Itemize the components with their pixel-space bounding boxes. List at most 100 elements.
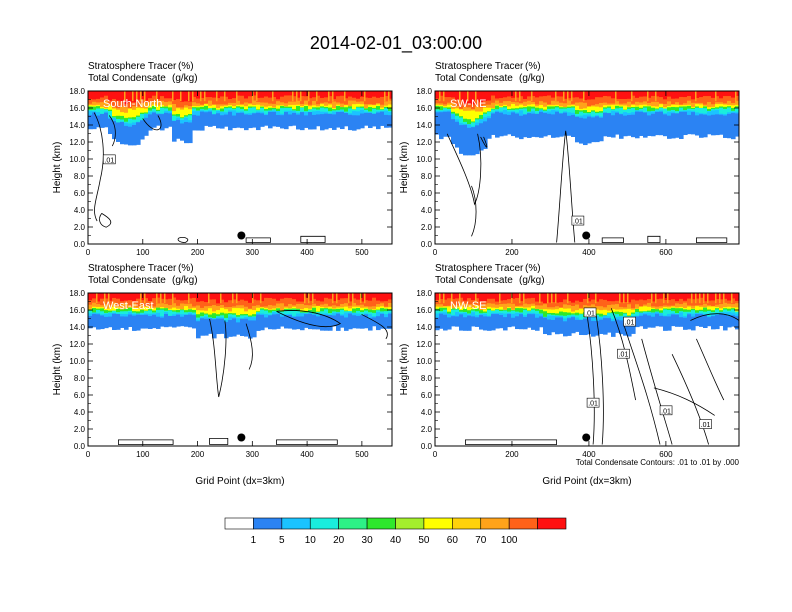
x-tick-label: 600	[659, 248, 673, 257]
tracer-cell	[292, 104, 297, 110]
tracer-cell	[204, 293, 209, 303]
tracer-cell	[296, 310, 301, 314]
tracer-cell	[296, 300, 301, 304]
tracer-cell	[168, 309, 173, 316]
tracer-cell	[599, 117, 604, 142]
tracer-cell	[320, 313, 325, 315]
tracer-cell	[495, 300, 500, 305]
tracer-cell	[623, 115, 628, 137]
tracer-cell	[735, 95, 739, 101]
tracer-cell	[703, 107, 708, 114]
tracer-cell	[388, 311, 392, 314]
tracer-cell	[571, 315, 576, 318]
tracer-cell	[615, 300, 620, 305]
tracer-cell	[451, 96, 456, 103]
tracer-cell	[140, 303, 145, 309]
tracer-cell	[144, 113, 149, 118]
tracer-cell	[344, 110, 349, 113]
tracer-cell	[591, 115, 596, 118]
y-tick-label: 0.0	[421, 240, 433, 249]
tracer-cell	[288, 91, 293, 96]
tracer-cell	[120, 300, 125, 305]
tracer-cell	[455, 91, 460, 100]
tracer-cell	[120, 118, 125, 122]
tracer-cell	[735, 310, 739, 314]
tracer-cell	[152, 111, 157, 128]
tracer-cell	[547, 94, 552, 105]
tracer-cell	[132, 105, 137, 110]
panel-label: NW-SE	[450, 300, 486, 312]
tracer-streak	[384, 91, 386, 102]
tracer-cell	[591, 298, 596, 305]
tracer-cell	[384, 310, 389, 315]
tracer-cell	[711, 109, 716, 115]
tracer-cell	[240, 106, 245, 110]
y-tick-label: 18.0	[416, 87, 432, 96]
tracer-cell	[735, 106, 739, 112]
tracer-cell	[599, 298, 604, 307]
tracer-cell	[216, 305, 221, 311]
tracer-cell	[236, 304, 241, 309]
tracer-cell	[539, 91, 544, 97]
tracer-streak	[691, 293, 693, 304]
tracer-cell	[200, 91, 205, 98]
tracer-cell	[643, 105, 648, 108]
tracer-cell	[687, 309, 692, 312]
tracer-cell	[136, 114, 141, 117]
condensate-contour	[276, 310, 342, 327]
tracer-cell	[388, 98, 392, 101]
tracer-cell	[216, 318, 221, 335]
tracer-cell	[276, 307, 281, 312]
chart-panel: West-East0.02.04.06.08.010.012.014.016.0…	[52, 263, 393, 487]
tracer-cell	[208, 105, 213, 109]
tracer-cell	[487, 104, 492, 108]
tracer-cell	[272, 108, 277, 111]
tracer-cell	[491, 91, 496, 96]
contour-label: .01	[585, 310, 595, 317]
tracer-cell	[148, 309, 153, 314]
tracer-cell	[455, 293, 460, 299]
tracer-cell	[463, 311, 468, 313]
tracer-cell	[707, 106, 712, 109]
tracer-cell	[579, 117, 584, 144]
tracer-cell	[715, 308, 720, 314]
tracer-cell	[260, 293, 265, 302]
tracer-cell	[388, 313, 392, 329]
tracer-cell	[104, 312, 109, 314]
tracer-cell	[216, 110, 221, 114]
tracer-cell	[132, 116, 137, 120]
tracer-cell	[675, 293, 680, 302]
tracer-cell	[619, 315, 624, 321]
tracer-cell	[188, 297, 193, 304]
tracer-cell	[128, 126, 133, 146]
tracer-cell	[376, 105, 381, 110]
tracer-cell	[164, 105, 169, 109]
condensate-contour	[696, 237, 728, 243]
condensate-contour	[142, 115, 162, 131]
tracer-cell	[264, 293, 269, 298]
tracer-cell	[120, 111, 125, 116]
tracer-cell	[671, 310, 676, 314]
tracer-cell	[711, 97, 716, 105]
tracer-cell	[96, 306, 101, 309]
tracer-cell	[360, 304, 365, 308]
tracer-streak	[348, 293, 350, 304]
tracer-cell	[352, 110, 357, 116]
tracer-streak	[715, 91, 717, 102]
chart-panel: .01.01.01.01.01.01NW-SE0.02.04.06.08.010…	[399, 263, 740, 487]
tracer-cell	[196, 110, 201, 116]
tracer-cell	[112, 120, 117, 140]
tracer-cell	[388, 298, 392, 304]
tracer-cell	[523, 314, 528, 317]
tracer-cell	[623, 306, 628, 310]
tracer-cell	[515, 101, 520, 106]
tracer-cell	[272, 298, 277, 306]
tracer-cell	[455, 107, 460, 114]
tracer-cell	[511, 97, 516, 102]
tracer-cell	[104, 303, 109, 309]
tracer-cell	[443, 107, 448, 111]
tracer-cell	[260, 309, 265, 314]
tracer-cell	[711, 108, 716, 111]
tracer-cell	[328, 102, 333, 105]
tracer-cell	[276, 108, 281, 111]
